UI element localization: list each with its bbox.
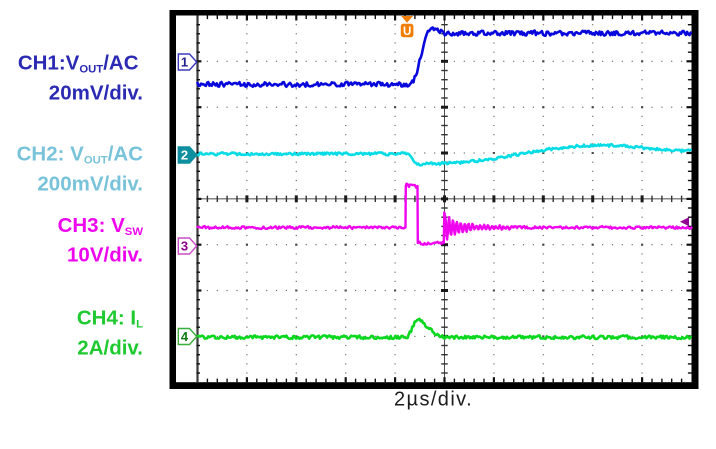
- svg-text:CH1:VOUT​/AC: CH1:VOUT​/AC: [18, 51, 139, 75]
- svg-text:2A/div.: 2A/div.: [77, 336, 143, 359]
- svg-text:2µs/div.: 2µs/div.: [394, 389, 473, 411]
- svg-text:CH2: VOUT​/AC: CH2: VOUT​/AC: [17, 142, 144, 166]
- svg-text:3: 3: [181, 239, 188, 254]
- svg-text:2: 2: [181, 148, 188, 163]
- svg-text:CH4: IL​: CH4: IL​: [77, 307, 143, 331]
- svg-text:200mV/div.: 200mV/div.: [37, 173, 143, 196]
- svg-text:20mV/div.: 20mV/div.: [49, 82, 143, 105]
- svg-text:1: 1: [181, 55, 188, 70]
- svg-text:4: 4: [181, 329, 189, 344]
- svg-text:10V/div.: 10V/div.: [67, 243, 143, 266]
- svg-text:CH3: VSW​: CH3: VSW​: [58, 214, 144, 238]
- svg-text:U: U: [403, 26, 411, 38]
